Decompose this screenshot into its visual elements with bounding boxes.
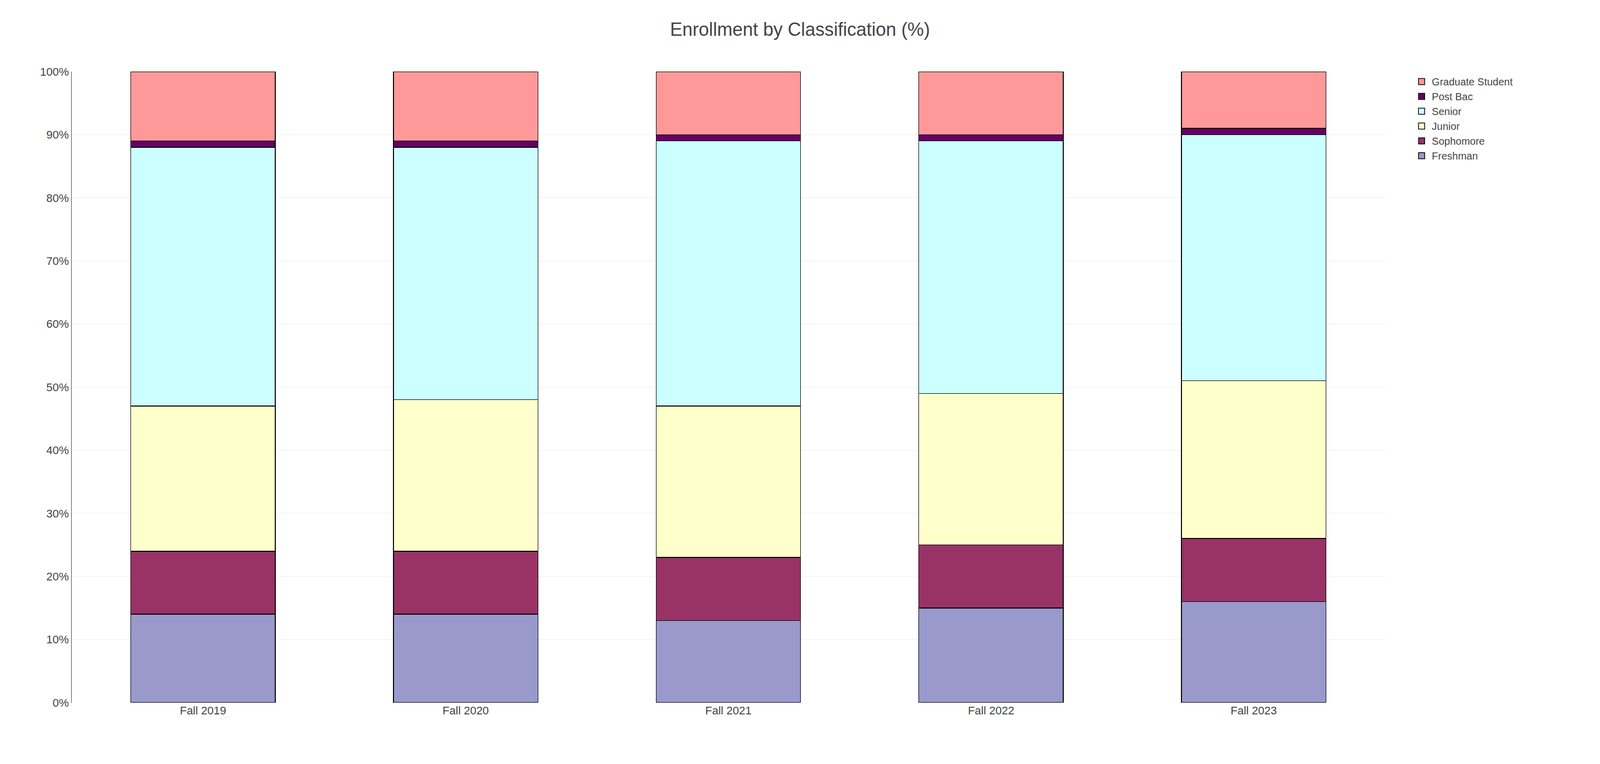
svg-text:10%: 10% <box>46 633 70 647</box>
svg-text:Fall 2021: Fall 2021 <box>705 704 752 718</box>
svg-text:70%: 70% <box>46 254 70 268</box>
svg-text:Fall 2020: Fall 2020 <box>442 704 490 718</box>
svg-text:Fall 2023: Fall 2023 <box>1230 704 1278 718</box>
svg-text:50%: 50% <box>46 381 70 394</box>
svg-text:0%: 0% <box>52 696 70 710</box>
svg-text:90%: 90% <box>46 128 70 142</box>
svg-text:30%: 30% <box>46 507 70 521</box>
svg-text:Sophomore: Sophomore <box>1431 135 1485 147</box>
svg-text:Graduate Student: Graduate Student <box>1431 76 1513 88</box>
svg-text:Freshman: Freshman <box>1431 150 1478 162</box>
svg-text:Post Bac: Post Bac <box>1431 91 1473 103</box>
svg-text:100%: 100% <box>39 65 69 79</box>
svg-text:60%: 60% <box>46 317 70 331</box>
svg-text:40%: 40% <box>46 444 70 457</box>
svg-text:Junior: Junior <box>1431 120 1460 133</box>
svg-text:20%: 20% <box>46 570 70 584</box>
svg-text:Enrollment by Classification (: Enrollment by Classification (%) <box>669 18 930 40</box>
svg-text:Fall 2022: Fall 2022 <box>968 704 1015 718</box>
svg-text:Fall 2019: Fall 2019 <box>179 704 227 718</box>
svg-text:80%: 80% <box>46 191 70 205</box>
svg-text:Senior: Senior <box>1431 105 1462 118</box>
